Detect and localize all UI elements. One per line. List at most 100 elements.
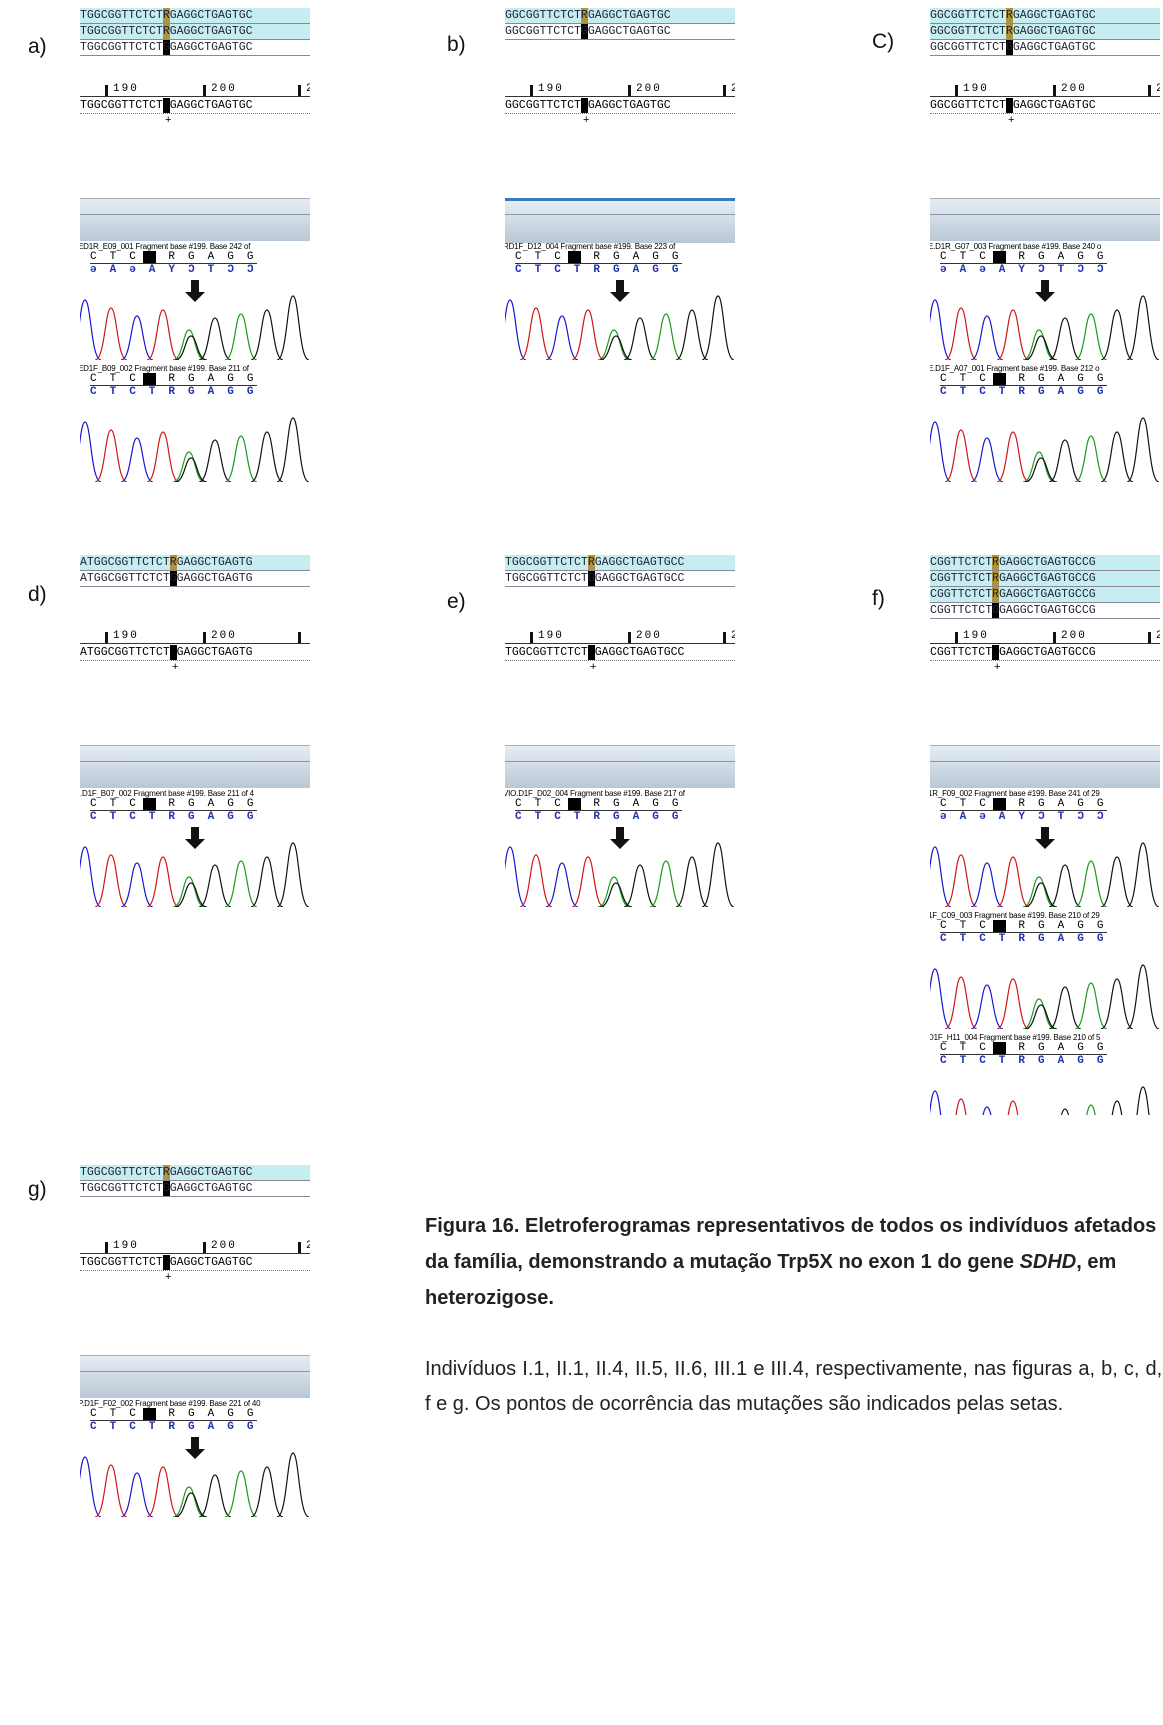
arrow-shaft (616, 827, 624, 839)
arrow-shaft (191, 1437, 199, 1449)
consensus-row: TGGCGGTTCTCTRGAGGCTGAGTGCC (505, 645, 735, 661)
ruler-line (80, 96, 310, 97)
trace-header: RD1F_D12_004 Fragment base #199. Base 22… (505, 242, 675, 251)
viewer-bar (80, 198, 310, 241)
sequence-row: GGCGGTTCTCTRGAGGCTGAGTGC (930, 24, 1160, 40)
base-text: C T C T R G A G G (940, 798, 1107, 810)
ruler-tick (105, 632, 108, 643)
base-row: C T C T R G A G G (940, 1042, 1107, 1055)
trace-peak (930, 422, 951, 482)
viewer-tab (930, 214, 1160, 215)
consensus-text: TGGCGGTTCTCTRGAGGCTGAGTGC (80, 99, 253, 112)
sequence-text: ATGGCGGTTCTCTGGAGGCTGAGTG (80, 572, 253, 585)
chromatogram (80, 416, 310, 482)
trace-peak (1101, 979, 1133, 1029)
trace-header: VIO.D1F_D02_004 Fragment base #199. Base… (505, 789, 685, 798)
base-row: C T C T R G A G G (90, 373, 257, 386)
trace-peak (997, 979, 1029, 1029)
panel: TGGCGGTTCTCTRGAGGCTGAGTGC TGGCGGTTCTCTGGA… (80, 1165, 310, 1725)
ruler-tick (105, 1242, 108, 1253)
ruler-label: 2 (306, 1240, 310, 1252)
arrow-shaft (1041, 827, 1049, 839)
call-row: C T C T R G A G G (940, 386, 1107, 398)
chromatogram (930, 841, 1160, 907)
trace-peak (175, 458, 207, 482)
ruler-tick (723, 632, 726, 643)
arrow-shaft (191, 280, 199, 292)
ruler-label: 190 (963, 630, 989, 642)
trace-peak (1025, 458, 1057, 482)
sequence-text: TGGCGGTTCTCTRGAGGCTGAGTGC (80, 1166, 253, 1179)
trace-peak (1101, 857, 1133, 907)
trace-peak (572, 857, 604, 907)
sequence-text: TGGCGGTTCTCTGGAGGCTGAGTGCC (505, 572, 684, 585)
trace-peak (676, 310, 708, 360)
sequence-row: TGGCGGTTCTCTGGAGGCTGAGTGC (80, 40, 310, 56)
call-row: ə A ə A Y Ɔ T Ɔ Ɔ (940, 811, 1107, 823)
sequence-text: TGGCGGTTCTCTRGAGGCTGAGTGC (80, 25, 253, 38)
trace-peak (251, 310, 283, 360)
consensus-text: GGCGGTTCTCTRGAGGCTGAGTGC (505, 99, 671, 112)
viewer-tab (80, 214, 310, 215)
trace-peak (520, 855, 552, 907)
sequence-text: CGGTTCTCTRGAGGCTGAGTGCCG (930, 572, 1096, 585)
chromatogram (505, 841, 735, 907)
base-row: C T C T R G A G G (940, 920, 1107, 933)
ruler-label: 190 (113, 1240, 139, 1252)
sequence-text: GGCGGTTCTCTGGAGGCTGAGTGC (505, 25, 671, 38)
trace-peak (147, 857, 179, 907)
trace-peak (80, 422, 101, 482)
sequence-text: GGCGGTTCTCTRGAGGCTGAGTGC (505, 9, 671, 22)
viewer-tab (505, 214, 735, 215)
ruler-label: 190 (538, 83, 564, 95)
trace-peak (624, 318, 656, 360)
ruler-tick (298, 85, 301, 96)
trace-peak (225, 314, 257, 360)
trace-peak (121, 438, 153, 482)
trace-peak (971, 1107, 1003, 1115)
sequence-text: TGGCGGTTCTCTRGAGGCTGAGTGCC (505, 556, 684, 569)
sequence-row: TGGCGGTTCTCTRGAGGCTGAGTGC (80, 8, 310, 24)
consensus-text: TGGCGGTTCTCTRGAGGCTGAGTGCC (505, 646, 684, 659)
call-row: C T C T R G A G G (940, 933, 1107, 945)
trace-peak (1127, 296, 1159, 360)
chromatogram (930, 294, 1160, 360)
ruler-tick (298, 632, 301, 643)
panel: CGGTTCTCTRGAGGCTGAGTGCCGCGGTTCTCTRGAGGCT… (930, 555, 1160, 1115)
consensus-text: ATGGCGGTTCTCTRGAGGCTGAGTG (80, 646, 253, 659)
call-row: C T C T R G A G G (940, 1055, 1107, 1067)
trace-header: ED1R_E09_001 Fragment base #199. Base 24… (80, 242, 250, 251)
trace-peak (1049, 318, 1081, 360)
sequence-text: TGGCGGTTCTCTGGAGGCTGAGTGC (80, 1182, 253, 1195)
sequence-row: GGCGGTTCTCTRGAGGCTGAGTGC (505, 8, 735, 24)
trace-peak (1075, 861, 1107, 907)
trace-peak (1127, 965, 1159, 1029)
call-row: C T C T R G A G G (90, 811, 257, 823)
sequence-text: ATGGCGGTTCTCTRGAGGCTGAGTG (80, 556, 253, 569)
consensus-row: GGCGGTTCTCTRGAGGCTGAGTGC (505, 98, 735, 114)
trace-peak (1075, 983, 1107, 1029)
trace-peak (971, 438, 1003, 482)
trace-peak (1049, 987, 1081, 1029)
trace-peak (277, 1453, 309, 1517)
trace-peak (1025, 336, 1057, 360)
sequence-row: GGCGGTTCTCTGGAGGCTGAGTGC (930, 40, 1160, 56)
sequence-text: GGCGGTTCTCTRGAGGCTGAGTGC (930, 9, 1096, 22)
chromatogram (80, 294, 310, 360)
trace-peak (1049, 440, 1081, 482)
sequence-row: ATGGCGGTTCTCTRGAGGCTGAGTG (80, 555, 310, 571)
viewer-bar (930, 745, 1160, 788)
ruler-label: 200 (211, 83, 237, 95)
ruler-tick (203, 632, 206, 643)
panel-label: b) (447, 33, 466, 57)
trace-header: 1F_C09_003 Fragment base #199. Base 210 … (930, 911, 1100, 920)
base-text: C T C T R G A G G (940, 251, 1107, 263)
trace-peak (277, 418, 309, 482)
base-row: C T C T R G A G G (90, 1408, 257, 1421)
call-row: ə A ə A Y Ɔ T Ɔ Ɔ (940, 264, 1107, 276)
ruler-label: 190 (113, 83, 139, 95)
ruler-tick (628, 85, 631, 96)
caption-body: Indivíduos I.1, II.1, II.4, II.5, II.6, … (425, 1352, 1163, 1502)
consensus-row: TGGCGGTTCTCTRGAGGCTGAGTGC (80, 98, 310, 114)
caption-title: Figura 16. Eletroferogramas representati… (425, 1208, 1163, 1328)
